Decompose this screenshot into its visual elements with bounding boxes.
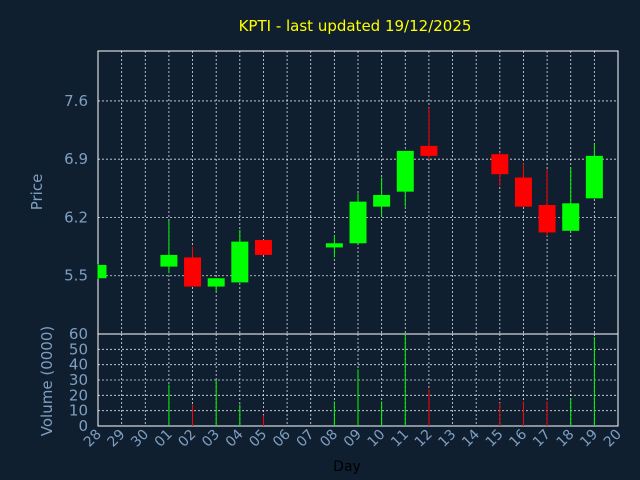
candle-body xyxy=(562,203,580,231)
x-tick-labels: 28 29 30 01 02 03 04 05 06 07 08 09 10 11 12 13 14 15 16 17… xyxy=(81,426,625,450)
volume-y-tick-label: 10 xyxy=(69,402,88,420)
x-tick-label: 08 xyxy=(317,427,341,451)
price-y-tick-label: 7.6 xyxy=(64,92,88,110)
candle-body xyxy=(98,264,107,279)
x-tick-label: 14 xyxy=(459,426,483,450)
volume-bars xyxy=(168,334,595,426)
volume-axis-label: Volume (0000) xyxy=(38,326,56,436)
candle-body xyxy=(514,177,532,207)
candles xyxy=(97,107,603,292)
chart-title: KPTI - last updated 19/12/2025 xyxy=(239,17,472,35)
x-tick-label: 29 xyxy=(105,427,129,451)
candle-body xyxy=(420,145,438,156)
x-tick-label: 09 xyxy=(341,427,365,451)
x-tick-label: 20 xyxy=(601,427,625,451)
price-y-tick-labels: 5.5 6.2 6.9 7.6 xyxy=(64,92,88,285)
x-tick-label: 04 xyxy=(223,426,247,450)
candle-body xyxy=(207,278,225,287)
x-tick-label: 05 xyxy=(246,427,270,451)
candle-body xyxy=(396,150,414,192)
candle-body xyxy=(491,154,509,175)
price-y-tick-label: 5.5 xyxy=(64,267,88,285)
x-tick-label: 16 xyxy=(506,426,530,450)
x-tick-label: 03 xyxy=(199,427,223,451)
x-tick-label: 12 xyxy=(412,427,436,451)
x-tick-label: 19 xyxy=(577,427,601,451)
x-tick-label: 02 xyxy=(175,427,199,451)
candle-body xyxy=(585,155,603,199)
volume-y-tick-label: 40 xyxy=(69,356,88,374)
volume-y-tick-label: 20 xyxy=(69,386,88,404)
x-tick-label: 13 xyxy=(435,427,459,451)
x-tick-label: 18 xyxy=(554,427,578,451)
candle-body xyxy=(184,257,202,287)
candle-body xyxy=(254,239,272,255)
x-axis-label: Day xyxy=(333,459,361,475)
x-tick-label: 10 xyxy=(365,427,389,451)
price-y-tick-label: 6.9 xyxy=(64,150,88,168)
x-tick-label: 01 xyxy=(152,427,176,451)
candle-body xyxy=(325,243,343,248)
candle-body xyxy=(349,201,367,244)
price-y-tick-label: 6.2 xyxy=(64,208,88,226)
price-grid xyxy=(98,51,618,334)
x-tick-label: 11 xyxy=(388,427,412,451)
x-tick-label: 07 xyxy=(294,427,318,451)
candle-body xyxy=(231,241,249,283)
x-tick-label: 30 xyxy=(128,427,152,451)
volume-y-tick-label: 50 xyxy=(69,340,88,358)
candle-body xyxy=(538,204,556,233)
x-tick-label: 15 xyxy=(483,427,507,451)
x-tick-label: 06 xyxy=(270,426,294,450)
candle-body xyxy=(373,194,391,207)
price-axis-label: Price xyxy=(28,174,46,211)
candle-body xyxy=(160,254,178,267)
volume-y-tick-label: 60 xyxy=(69,325,88,343)
x-tick-label: 17 xyxy=(530,427,554,451)
volume-y-tick-label: 30 xyxy=(69,371,88,389)
volume-y-tick-label: 0 xyxy=(78,417,88,435)
